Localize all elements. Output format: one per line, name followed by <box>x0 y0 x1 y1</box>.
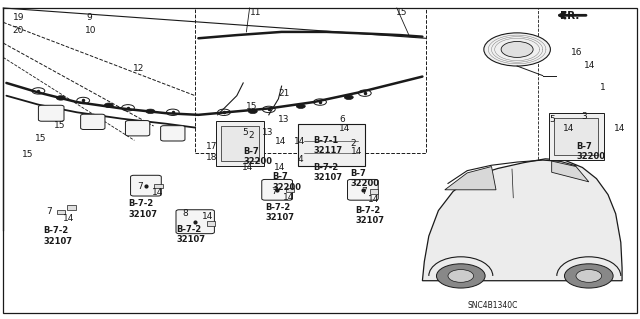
Text: 14: 14 <box>152 188 164 197</box>
Text: 5: 5 <box>242 128 248 137</box>
Circle shape <box>448 270 474 282</box>
FancyBboxPatch shape <box>262 179 292 200</box>
Text: B-7-2
32107: B-7-2 32107 <box>128 199 157 219</box>
Text: 15: 15 <box>396 8 407 17</box>
Text: 4: 4 <box>298 155 303 164</box>
FancyBboxPatch shape <box>161 126 185 141</box>
Text: B-7-2
32107: B-7-2 32107 <box>266 203 294 222</box>
Text: 7: 7 <box>271 187 276 196</box>
Circle shape <box>296 104 305 108</box>
Text: 14: 14 <box>283 193 294 202</box>
Text: FR.: FR. <box>560 11 579 21</box>
Text: B-7
32200: B-7 32200 <box>576 142 605 161</box>
Text: 6: 6 <box>339 115 345 124</box>
Bar <box>207 221 215 226</box>
Text: 16: 16 <box>571 48 582 57</box>
Text: 14: 14 <box>242 163 253 172</box>
Text: 15: 15 <box>35 134 47 143</box>
Circle shape <box>104 103 113 108</box>
Text: 14: 14 <box>339 124 351 133</box>
Text: 15: 15 <box>246 102 258 111</box>
Bar <box>216 121 264 166</box>
Bar <box>370 189 378 194</box>
Circle shape <box>436 264 485 288</box>
Text: 14: 14 <box>275 137 287 146</box>
FancyBboxPatch shape <box>348 179 378 200</box>
Text: 14: 14 <box>274 163 285 172</box>
Text: B-7-2
32107: B-7-2 32107 <box>176 225 205 244</box>
Circle shape <box>344 95 353 100</box>
Text: B-7-1
32117: B-7-1 32117 <box>314 136 343 155</box>
Polygon shape <box>445 167 496 190</box>
Text: B-7
32200: B-7 32200 <box>272 172 301 192</box>
Bar <box>549 113 604 160</box>
Text: B-7
32200: B-7 32200 <box>243 147 272 166</box>
Text: 1: 1 <box>600 83 606 92</box>
Polygon shape <box>552 161 589 182</box>
FancyBboxPatch shape <box>38 105 64 121</box>
Text: 14: 14 <box>63 214 74 223</box>
Bar <box>67 205 76 210</box>
Text: 7: 7 <box>46 207 52 216</box>
Bar <box>57 210 65 214</box>
Bar <box>154 184 163 188</box>
Text: 9: 9 <box>86 13 92 22</box>
Circle shape <box>248 109 257 114</box>
Text: 2: 2 <box>248 131 254 140</box>
Text: 17: 17 <box>206 142 218 151</box>
Text: 12: 12 <box>133 64 145 73</box>
Text: 15: 15 <box>22 150 34 159</box>
Circle shape <box>484 33 550 66</box>
Text: 20: 20 <box>13 26 24 34</box>
Text: 14: 14 <box>202 212 213 221</box>
Circle shape <box>146 109 155 114</box>
Text: 14: 14 <box>351 147 362 156</box>
Text: 13: 13 <box>278 115 290 124</box>
FancyBboxPatch shape <box>176 210 214 234</box>
Text: 15: 15 <box>54 121 66 130</box>
Text: 13: 13 <box>262 128 274 137</box>
Text: 5: 5 <box>549 115 555 124</box>
Circle shape <box>56 96 65 100</box>
Text: B-7
32200: B-7 32200 <box>351 169 380 189</box>
Text: 19: 19 <box>13 13 24 22</box>
FancyBboxPatch shape <box>131 175 161 196</box>
Text: 2: 2 <box>351 139 356 148</box>
Text: 11: 11 <box>250 8 261 17</box>
Text: 7: 7 <box>362 187 367 196</box>
Text: SNC4B1340C: SNC4B1340C <box>467 301 518 310</box>
FancyBboxPatch shape <box>81 114 105 130</box>
Text: B-7-2
32107: B-7-2 32107 <box>355 206 384 225</box>
Text: 14: 14 <box>614 124 626 133</box>
Circle shape <box>576 270 602 282</box>
Bar <box>195 8 426 153</box>
Text: 18: 18 <box>206 153 218 162</box>
Bar <box>554 118 598 155</box>
Text: 14: 14 <box>563 124 575 133</box>
Text: 21: 21 <box>278 89 290 98</box>
Text: 7: 7 <box>138 182 143 191</box>
Bar <box>286 188 294 192</box>
Circle shape <box>564 264 613 288</box>
Bar <box>221 126 259 161</box>
Text: 14: 14 <box>368 195 380 204</box>
Polygon shape <box>422 159 622 281</box>
FancyBboxPatch shape <box>125 121 150 136</box>
Text: B-7-2
32107: B-7-2 32107 <box>44 226 72 246</box>
Text: 8: 8 <box>182 209 188 218</box>
Bar <box>298 124 365 166</box>
Text: B-7-2
32107: B-7-2 32107 <box>314 163 342 182</box>
Text: 3: 3 <box>581 112 587 121</box>
Text: 14: 14 <box>294 137 306 146</box>
Text: 14: 14 <box>584 61 595 70</box>
Circle shape <box>501 41 533 57</box>
Text: 10: 10 <box>85 26 97 34</box>
